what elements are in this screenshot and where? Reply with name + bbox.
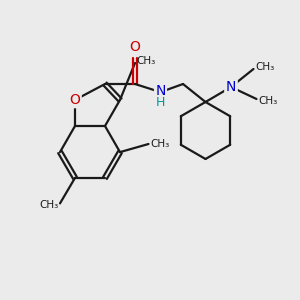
Text: CH₃: CH₃ bbox=[150, 139, 169, 149]
Text: CH₃: CH₃ bbox=[258, 95, 277, 106]
Text: H: H bbox=[156, 96, 165, 109]
Text: O: O bbox=[130, 40, 140, 54]
Text: N: N bbox=[155, 84, 166, 98]
Text: O: O bbox=[70, 93, 80, 107]
Text: N: N bbox=[226, 80, 236, 94]
Text: CH₃: CH₃ bbox=[255, 62, 274, 73]
Text: CH₃: CH₃ bbox=[39, 200, 58, 210]
Text: CH₃: CH₃ bbox=[136, 56, 156, 67]
